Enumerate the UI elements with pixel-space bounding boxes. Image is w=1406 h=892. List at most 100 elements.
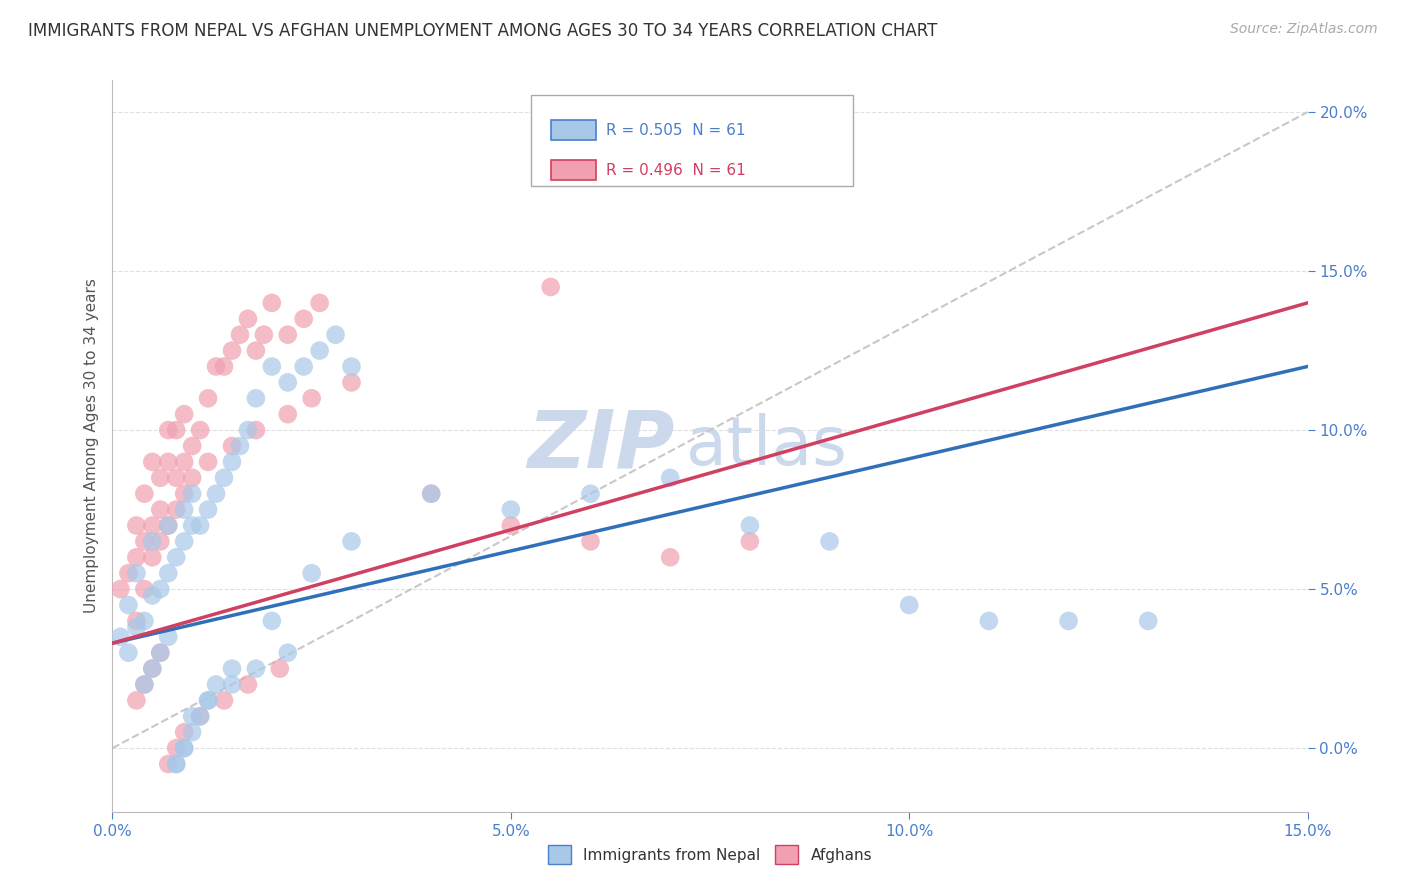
Point [157,455,180,469]
Point [173,534,195,549]
Point [134,534,156,549]
Point [1137,614,1160,628]
Point [157,630,180,644]
Point [260,359,283,374]
Point [212,693,235,707]
Point [308,343,330,358]
Point [181,486,204,500]
Point [659,550,682,565]
Point [181,518,204,533]
Point [229,327,252,342]
Point [236,311,259,326]
Point [173,407,195,421]
Text: Source: ZipAtlas.com: Source: ZipAtlas.com [1230,22,1378,37]
Point [125,550,148,565]
Point [277,646,299,660]
Point [253,327,276,342]
Point [205,486,228,500]
Point [205,359,228,374]
Point [134,614,156,628]
Point [301,566,323,581]
Point [260,614,283,628]
Point [292,359,315,374]
Point [579,534,602,549]
Point [197,693,219,707]
Point [173,741,195,756]
Point [277,376,299,390]
FancyBboxPatch shape [551,160,596,180]
Point [221,662,243,676]
Point [165,423,187,437]
Point [188,423,211,437]
Point [125,693,148,707]
Point [245,343,267,358]
Point [149,534,172,549]
Point [420,486,443,500]
Point [173,502,195,516]
Point [141,550,163,565]
Point [221,439,243,453]
Point [173,725,195,739]
Point [188,709,211,723]
Point [977,614,1000,628]
Point [110,582,132,596]
Point [173,486,195,500]
Point [277,327,299,342]
Point [221,677,243,691]
Point [125,620,148,634]
Point [221,455,243,469]
Point [165,757,187,772]
Point [212,359,235,374]
Point [197,455,219,469]
Legend: Immigrants from Nepal, Afghans: Immigrants from Nepal, Afghans [541,839,879,870]
Point [134,582,156,596]
Text: ZIP: ZIP [527,407,675,485]
Point [292,311,315,326]
Point [181,471,204,485]
Point [141,662,163,676]
FancyBboxPatch shape [531,95,853,186]
Point [325,327,347,342]
Text: atlas: atlas [686,413,846,479]
Point [229,439,252,453]
Point [157,423,180,437]
FancyBboxPatch shape [551,120,596,140]
Point [197,693,219,707]
Point [205,677,228,691]
Point [340,534,363,549]
Point [188,709,211,723]
Point [149,471,172,485]
Point [540,280,562,294]
Point [165,502,187,516]
Point [165,757,187,772]
Point [499,518,522,533]
Point [157,566,180,581]
Point [659,471,682,485]
Point [117,566,139,581]
Point [269,662,291,676]
Point [197,392,219,406]
Point [236,423,259,437]
Point [117,598,139,612]
Point [134,486,156,500]
Point [141,534,163,549]
Point [818,534,841,549]
Point [499,502,522,516]
Point [738,518,761,533]
Y-axis label: Unemployment Among Ages 30 to 34 years: Unemployment Among Ages 30 to 34 years [83,278,98,614]
Point [236,677,259,691]
Text: R = 0.505  N = 61: R = 0.505 N = 61 [606,122,745,137]
Text: R = 0.496  N = 61: R = 0.496 N = 61 [606,162,745,178]
Point [181,439,204,453]
Point [340,376,363,390]
Point [188,518,211,533]
Point [149,502,172,516]
Point [149,646,172,660]
Point [125,614,148,628]
Point [245,423,267,437]
Point [134,677,156,691]
Point [181,725,204,739]
Point [898,598,921,612]
Point [212,471,235,485]
Point [149,646,172,660]
